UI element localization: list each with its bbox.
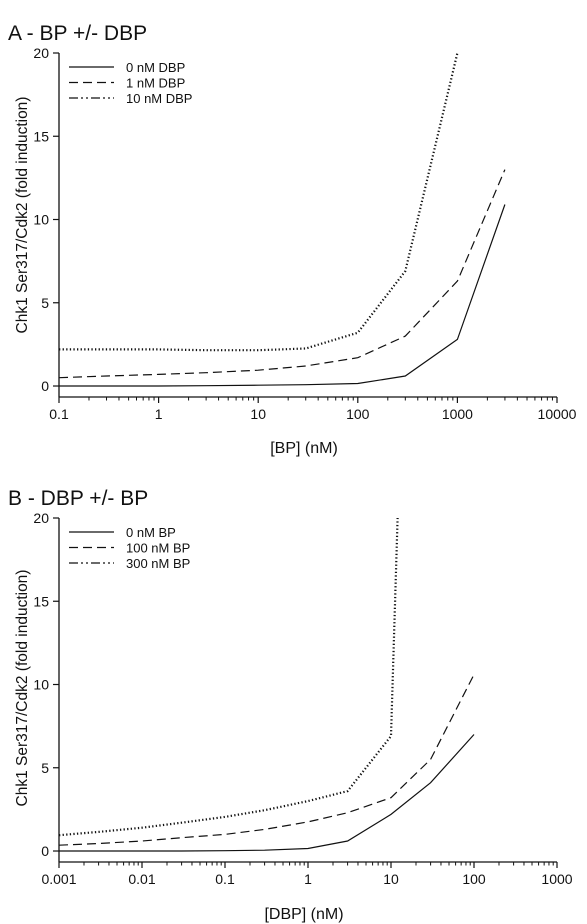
- panel-a-y-axis-label: Chk1 Ser317/Cdk2 (fold induction): [14, 97, 31, 334]
- panel-a-y-tick-label: 5: [41, 295, 49, 311]
- panel-b-x-tick-label: 100: [462, 871, 486, 887]
- panel-a-x-axis-label: [BP] (nM): [270, 440, 338, 457]
- panel-b-x-tick-label: 1000: [541, 871, 572, 887]
- panel-a-x-tick-label: 10: [250, 406, 266, 422]
- panel-a: A - BP +/- DBP Chk1 Ser317/Cdk2 (fold in…: [8, 22, 577, 457]
- panel-a-legend-label-1-nm-dbp: 1 nM DBP: [126, 76, 185, 91]
- panel-a-y-tick-label: 10: [33, 212, 49, 228]
- panel-b-y-axis-label: Chk1 Ser317/Cdk2 (fold induction): [14, 570, 31, 807]
- panel-b-x-tick-label: 1: [304, 871, 312, 887]
- panel-b-series-100-nm-bp: [59, 674, 475, 846]
- panel-a-x-tick-label: 0.1: [49, 406, 69, 422]
- panel-a-x-tick-label: 10000: [538, 406, 577, 422]
- panel-b-plot-area: 0.001 0.01 0.1 1 10 100 1000 0 5 10 15 20 0 nM BP100…: [33, 510, 572, 887]
- panel-a-series-1-nm-dbp: [59, 169, 506, 379]
- panel-b-title: B - DBP +/- BP: [8, 487, 148, 510]
- panel-b-x-axis-label: [DBP] (nM): [264, 906, 343, 923]
- panel-b-legend-label-100-nm-bp: 100 nM BP: [126, 541, 190, 556]
- panel-a-series-10-nm-dbp: [59, 53, 459, 352]
- panel-a-y-tick-label: 15: [33, 128, 49, 144]
- panel-b-x-tick-label: 0.001: [41, 871, 76, 887]
- panel-b-y-tick-label: 5: [41, 760, 49, 776]
- panel-b: B - DBP +/- BP Chk1 Ser317/Cdk2 (fold in…: [8, 487, 573, 923]
- panel-b-x-tick-label: 10: [383, 871, 399, 887]
- panel-a-x-tick-label: 1: [155, 406, 163, 422]
- panel-b-x-tick-label: 0.01: [128, 871, 155, 887]
- panel-a-legend-label-0-nm-dbp: 0 nM DBP: [126, 60, 185, 75]
- panel-a-x-tick-label: 100: [346, 406, 370, 422]
- panel-b-y-tick-label: 15: [33, 593, 49, 609]
- panel-a-series-0-nm-dbp: [59, 204, 506, 387]
- panel-b-series-300-nm-bp: [59, 518, 399, 837]
- panel-b-x-tick-label: 0.1: [215, 871, 235, 887]
- panel-a-y-tick-label: 0: [41, 378, 49, 394]
- panel-b-y-tick-label: 10: [33, 677, 49, 693]
- panel-a-y-tick-label: 20: [33, 45, 49, 61]
- panel-b-y-tick-label: 20: [33, 510, 49, 526]
- panel-b-legend-label-300-nm-bp: 300 nM BP: [126, 556, 190, 571]
- panel-b-legend-label-0-nm-bp: 0 nM BP: [126, 525, 176, 540]
- panel-a-x-tick-label: 1000: [442, 406, 473, 422]
- panel-a-legend-label-10-nm-dbp: 10 nM DBP: [126, 91, 192, 106]
- panel-a-title: A - BP +/- DBP: [8, 22, 147, 45]
- panel-b-series-0-nm-bp: [59, 734, 475, 852]
- panel-b-y-tick-label: 0: [41, 843, 49, 859]
